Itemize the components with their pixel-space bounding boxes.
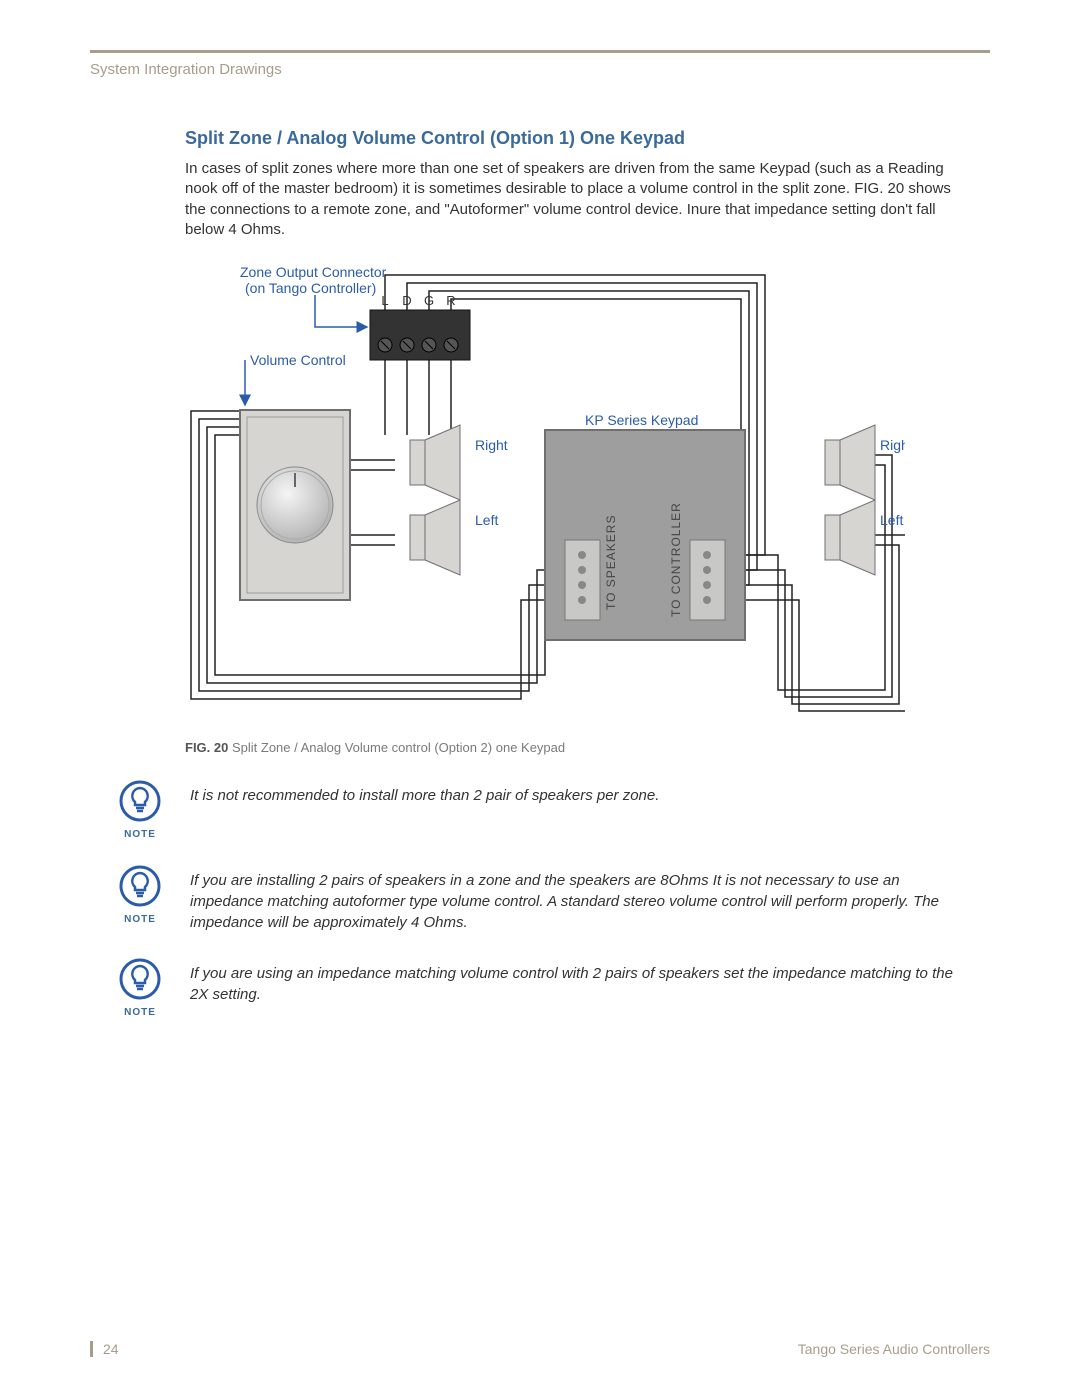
lightbulb-icon [119, 958, 161, 1000]
note-text: It is not recommended to install more th… [190, 780, 659, 806]
lightbulb-icon [119, 780, 161, 822]
terminal-R-label: R [446, 293, 455, 308]
left-speaker-right [410, 425, 460, 500]
footer-title: Tango Series Audio Controllers [798, 1341, 990, 1357]
kp-keypad-label: KP Series Keypad [585, 412, 698, 428]
note-row: NOTE It is not recommended to install mo… [110, 780, 990, 840]
figure-diagram: L D G R [185, 255, 905, 730]
section-title: Split Zone / Analog Volume Control (Opti… [185, 128, 990, 149]
figure-caption: FIG. 20 Split Zone / Analog Volume contr… [185, 740, 990, 755]
zone-connector-label: Zone Output Connector [240, 264, 387, 280]
right-right-label: Right [880, 437, 905, 453]
note-label: NOTE [110, 1007, 170, 1018]
section-paragraph: In cases of split zones where more than … [185, 159, 970, 240]
to-controller-label: TO CONTROLLER [669, 502, 683, 617]
to-speakers-label: TO SPEAKERS [604, 515, 618, 610]
right-left-label: Left [880, 512, 903, 528]
terminal-L-label: L [381, 293, 388, 308]
page-number: 24 [90, 1341, 119, 1357]
note-row: NOTE If you are installing 2 pairs of sp… [110, 865, 990, 933]
note-text: If you are installing 2 pairs of speaker… [190, 865, 970, 933]
left-right-label: Right [475, 437, 508, 453]
terminal-D-label: D [402, 293, 411, 308]
breadcrumb: System Integration Drawings [90, 61, 990, 78]
volume-control-box [240, 410, 350, 600]
page-footer: 24 Tango Series Audio Controllers [90, 1341, 990, 1357]
header-rule [90, 50, 990, 53]
note-icon: NOTE [110, 865, 170, 925]
figure-caption-bold: FIG. 20 [185, 740, 228, 755]
left-speaker-left [410, 500, 460, 575]
right-speaker-left [825, 500, 875, 575]
note-row: NOTE If you are using an impedance match… [110, 958, 990, 1018]
note-label: NOTE [110, 914, 170, 925]
left-left-label: Left [475, 512, 498, 528]
note-text: If you are using an impedance matching v… [190, 958, 970, 1005]
lightbulb-icon [119, 865, 161, 907]
volume-control-label: Volume Control [250, 352, 346, 368]
kp-keypad: TO SPEAKERS TO CONTROLLER [545, 430, 745, 640]
note-label: NOTE [110, 829, 170, 840]
figure-caption-text: Split Zone / Analog Volume control (Opti… [228, 740, 565, 755]
right-speaker-right [825, 425, 875, 500]
zone-connector-label2: (on Tango Controller) [245, 280, 376, 296]
terminal-G-label: G [424, 293, 434, 308]
note-icon: NOTE [110, 780, 170, 840]
note-icon: NOTE [110, 958, 170, 1018]
zone-output-connector: L D G R [370, 293, 470, 360]
